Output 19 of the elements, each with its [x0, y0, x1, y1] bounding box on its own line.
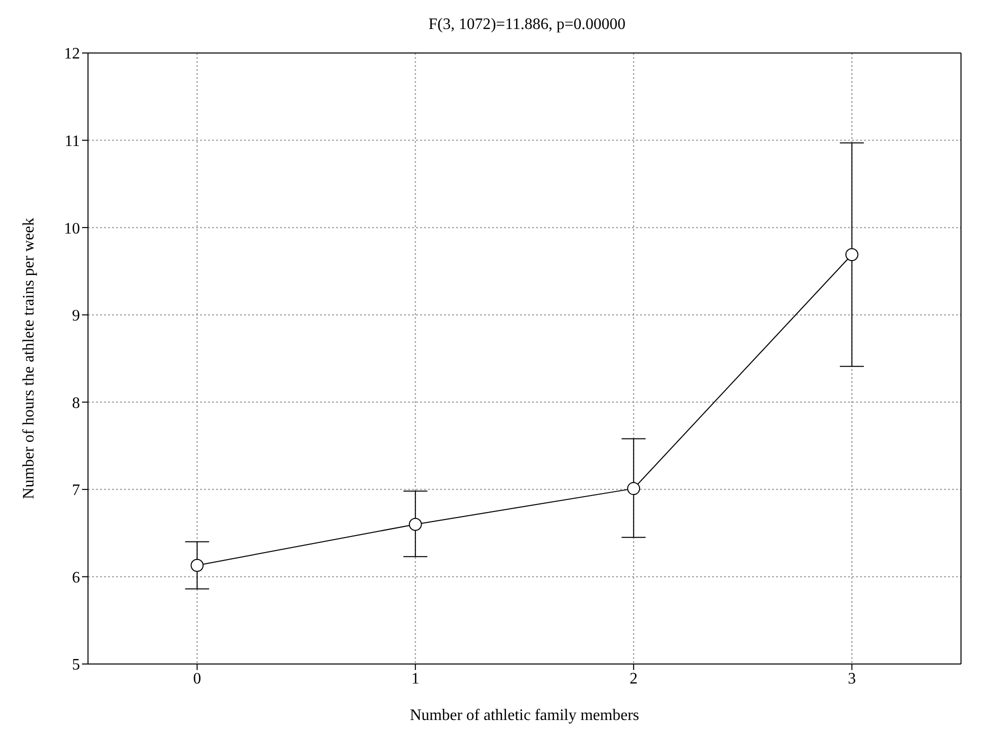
x-tick-label: 2 [630, 670, 638, 688]
y-tick-label: 9 [72, 308, 80, 325]
y-axis-title: Number of hours the athlete trains per week [20, 218, 38, 500]
point [627, 482, 640, 496]
y-tick-label: 7 [72, 482, 80, 500]
y-tick-label: 11 [64, 132, 80, 150]
point [408, 518, 422, 531]
x-tick-label: 3 [848, 670, 856, 688]
y-tick-label: 6 [72, 569, 80, 586]
x-tick-label: 0 [193, 670, 202, 688]
x-tick-label: 1 [411, 670, 420, 688]
chart-title: F(3, 1072)=11.886, p=0.00000 [427, 16, 626, 34]
y-tick-label: 12 [64, 46, 80, 63]
y-tick-label: 5 [72, 656, 80, 674]
point [190, 558, 204, 572]
y-tick-label: 10 [64, 220, 80, 238]
point [845, 248, 858, 262]
y-tick-label: 8 [72, 394, 80, 412]
x-axis-title: Number of athletic family members [410, 707, 640, 724]
